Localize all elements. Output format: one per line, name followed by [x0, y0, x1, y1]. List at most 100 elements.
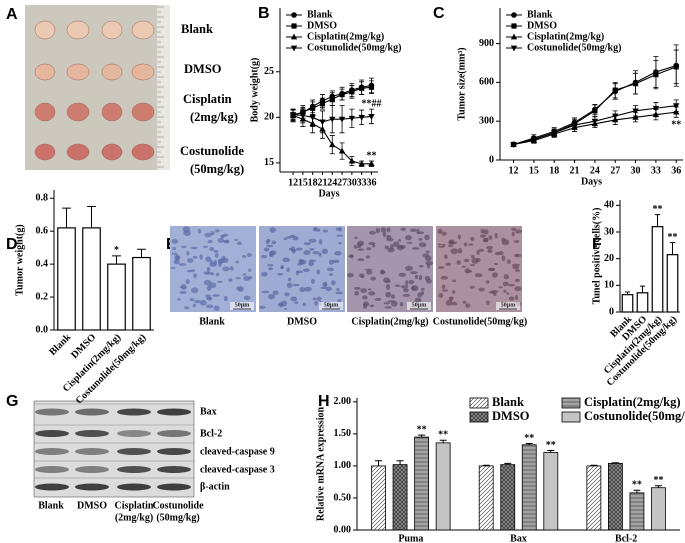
cell-nucleus [206, 266, 211, 273]
blot-band [35, 483, 69, 491]
cell-nucleus [357, 258, 365, 262]
cell-nucleus [420, 291, 425, 295]
cell-nucleus [488, 291, 496, 294]
cell-nucleus [457, 234, 461, 240]
cell-nucleus [474, 273, 483, 278]
cell-nucleus [384, 306, 393, 309]
cell-nucleus [322, 229, 329, 233]
scale-box [319, 302, 343, 310]
marker [510, 45, 518, 52]
y-tick-label: 10 [604, 280, 614, 291]
x-tick-label: 15 [298, 177, 308, 188]
cell-nucleus [363, 301, 370, 307]
legend-label: Blank [492, 395, 524, 409]
cell-nucleus [202, 245, 208, 248]
y-tick-label: 0.2 [36, 291, 49, 302]
cell-nucleus [457, 247, 463, 254]
x-tick-label: 18 [308, 177, 318, 188]
tumor [66, 20, 90, 40]
cell-nucleus [242, 273, 247, 276]
cell-nucleus [272, 290, 279, 295]
cell-nucleus [213, 249, 219, 253]
tumor [101, 63, 123, 81]
tumor [101, 143, 123, 161]
legend-label: DMSO [307, 20, 337, 31]
cell-nucleus [497, 251, 504, 256]
cell-nucleus [220, 235, 225, 239]
bar [371, 465, 386, 531]
error-bar [62, 207, 71, 228]
cell-nucleus [221, 255, 226, 262]
group-label: Costunolide [180, 144, 244, 158]
cell-nucleus [412, 285, 416, 291]
cell-nucleus [171, 252, 178, 255]
marker [309, 114, 316, 121]
marker [368, 84, 375, 90]
tumor [34, 20, 56, 40]
cell-nucleus [476, 250, 480, 255]
cell-nucleus [493, 262, 499, 265]
panel-letter: B [258, 5, 270, 22]
protein-label: Bax [200, 406, 217, 417]
bar [57, 227, 76, 331]
cell-nucleus [385, 284, 391, 290]
y-tick-label: 25 [264, 66, 274, 77]
marker [329, 96, 335, 102]
cell-nucleus [295, 247, 303, 251]
blot-band [35, 448, 69, 455]
cell-nucleus [247, 276, 253, 280]
cell-nucleus [383, 277, 390, 284]
cell-nucleus [223, 295, 228, 302]
marker [592, 108, 598, 114]
cell-nucleus [357, 240, 365, 247]
blot-band [75, 483, 109, 491]
cell-nucleus [218, 261, 222, 268]
scale-box [407, 302, 431, 310]
marker [571, 122, 578, 129]
tumor [34, 102, 56, 122]
lane-label: DMSO [77, 500, 107, 511]
scale-bar-label: 50μm [235, 302, 249, 308]
error-bar [439, 439, 447, 443]
legend-label: Costunolide(50mg/kg) [307, 42, 401, 53]
cell-nucleus [235, 260, 239, 264]
cell-nucleus [515, 294, 519, 301]
cell-nucleus [394, 284, 401, 287]
cell-nucleus [360, 275, 365, 278]
marker [339, 91, 345, 98]
cell-nucleus [366, 270, 373, 275]
tumor [131, 143, 155, 161]
cell-nucleus [385, 291, 392, 298]
cell-nucleus [508, 283, 516, 287]
marker [359, 85, 365, 91]
significance: ** [668, 232, 678, 243]
y-tick-label: 300 [479, 115, 494, 126]
cell-nucleus [384, 245, 389, 250]
legend-label: Cisplatin(2mg/kg) [584, 395, 681, 409]
marker [319, 101, 326, 107]
cell-nucleus [418, 237, 423, 241]
cell-nucleus [502, 281, 509, 287]
image-label: Blank [199, 316, 225, 327]
significance: ** [524, 433, 534, 444]
cell-nucleus [312, 297, 317, 301]
cell-nucleus [489, 267, 496, 271]
cell-nucleus [266, 264, 274, 267]
cell-nucleus [424, 234, 430, 241]
lane-label: Blank [38, 500, 64, 511]
cell-nucleus [512, 265, 520, 270]
bar [608, 462, 623, 531]
cell-nucleus [285, 236, 293, 239]
cell-nucleus [179, 290, 187, 294]
cell-nucleus [463, 242, 468, 247]
cell-nucleus [369, 304, 375, 308]
y-axis-label: Relative mRNA expression [315, 406, 326, 521]
bar [132, 256, 151, 331]
blot-band [75, 408, 109, 416]
cell-nucleus [292, 283, 300, 287]
protein-label: Bcl-2 [200, 428, 222, 439]
significance: ** [417, 424, 427, 435]
marker [368, 160, 375, 167]
cell-nucleus [243, 295, 251, 301]
ruler [157, 5, 170, 170]
